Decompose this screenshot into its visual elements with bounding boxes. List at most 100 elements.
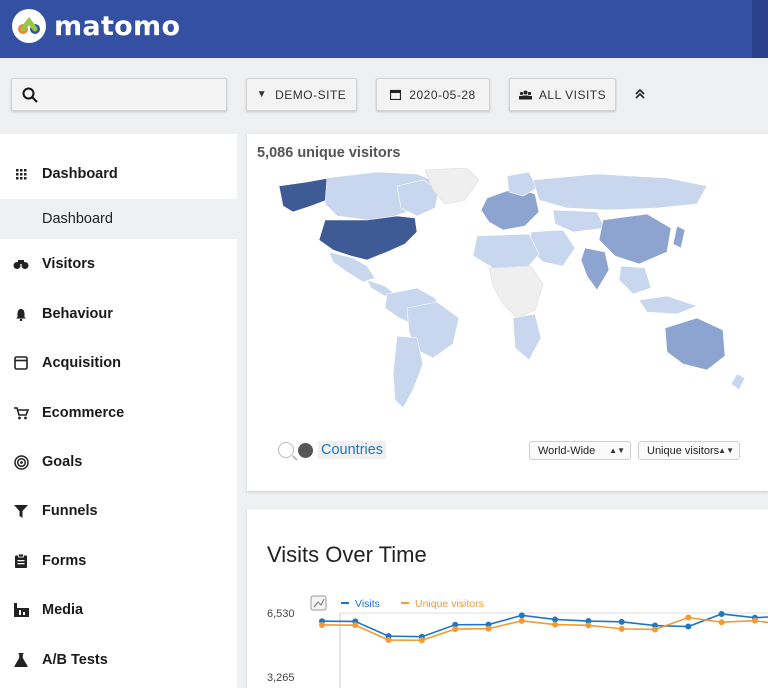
sidebar-item-label: Dashboard bbox=[42, 166, 118, 182]
date-selector-button[interactable]: 2020-05-28 bbox=[376, 78, 490, 111]
y-tick-label: 3,265 bbox=[267, 672, 295, 684]
sidebar-item-ab-tests[interactable]: A/B Tests bbox=[0, 640, 237, 680]
sidebar-item-label: Forms bbox=[42, 553, 87, 569]
data-point bbox=[319, 621, 325, 628]
visits-line-chart[interactable]: Visits Unique visitors 6,530 3,265 bbox=[247, 509, 768, 688]
map-region-indonesia bbox=[638, 295, 698, 315]
data-point bbox=[618, 618, 625, 625]
data-point bbox=[652, 626, 658, 633]
window-icon bbox=[13, 355, 29, 371]
data-point bbox=[418, 637, 425, 644]
sidebar-item-goals[interactable]: Goals bbox=[0, 442, 237, 482]
collapse-chevron-icon[interactable] bbox=[634, 88, 646, 100]
sidebar-item-media[interactable]: Media bbox=[0, 590, 237, 630]
legend-label: Unique visitors bbox=[415, 598, 484, 610]
map-widget-title: 5,086 unique visitors bbox=[257, 145, 401, 161]
sidebar-item-funnels[interactable]: Funnels bbox=[0, 491, 237, 531]
site-selector-label: DEMO-SITE bbox=[275, 87, 347, 102]
sidebar-item-ecommerce[interactable]: Ecommerce bbox=[0, 393, 237, 433]
chart-legend: Visits Unique visitors bbox=[341, 598, 484, 610]
region-select[interactable]: World-Wide ▲▼ bbox=[529, 441, 631, 460]
sidebar-item-label: Visitors bbox=[42, 256, 95, 272]
map-region-scandinavia bbox=[506, 171, 538, 197]
grid-icon bbox=[13, 166, 29, 182]
data-point bbox=[485, 621, 492, 628]
map-region-china bbox=[598, 213, 672, 265]
data-point bbox=[685, 614, 692, 621]
chart-y-ticks: 6,530 3,265 bbox=[267, 608, 295, 684]
select-arrows-icon: ▲▼ bbox=[718, 446, 734, 455]
target-icon bbox=[13, 454, 29, 470]
search-icon bbox=[22, 87, 38, 103]
sidebar-item-label: Behaviour bbox=[42, 306, 113, 322]
map-region-kazakhstan bbox=[552, 209, 606, 233]
map-region-north-africa bbox=[472, 233, 540, 269]
map-controls: Countries bbox=[278, 441, 387, 459]
date-selector-label: 2020-05-28 bbox=[409, 87, 476, 102]
select-arrows-icon: ▲▼ bbox=[609, 446, 625, 455]
calendar-icon bbox=[390, 89, 402, 100]
data-point bbox=[485, 625, 492, 632]
map-region-europe bbox=[480, 187, 540, 231]
y-tick-label: 6,530 bbox=[267, 608, 295, 620]
data-point bbox=[518, 612, 525, 619]
metric-select-value: Unique visitors bbox=[647, 444, 720, 457]
sidebar-item-label: Acquisition bbox=[42, 355, 121, 371]
sidebar-subitem-label: Dashboard bbox=[42, 211, 113, 227]
map-region-canada-east bbox=[396, 179, 440, 217]
data-point bbox=[552, 621, 559, 628]
matomo-logo[interactable]: matomo bbox=[12, 9, 180, 43]
sidebar-item-forms[interactable]: Forms bbox=[0, 541, 237, 581]
world-map[interactable] bbox=[267, 168, 767, 413]
sidebar-item-dashboard[interactable]: Dashboard bbox=[0, 154, 237, 194]
data-point bbox=[385, 637, 392, 644]
metric-select[interactable]: Unique visitors ▲▼ bbox=[638, 441, 740, 460]
visits-over-time-widget: Visits Over Time Visits Unique visitors 6… bbox=[247, 509, 768, 688]
map-region-brazil bbox=[406, 301, 460, 359]
map-region-southeast-asia bbox=[618, 265, 652, 295]
data-point bbox=[618, 625, 625, 632]
sidebar-item-acquisition[interactable]: Acquisition bbox=[0, 343, 237, 383]
media-icon bbox=[13, 602, 29, 618]
data-point bbox=[552, 616, 559, 623]
map-region-greenland bbox=[424, 168, 480, 205]
top-bar: matomo bbox=[0, 0, 768, 58]
site-selector-button[interactable]: ▼ DEMO-SITE bbox=[246, 78, 357, 111]
funnel-icon bbox=[13, 503, 29, 519]
chart-series bbox=[319, 610, 768, 644]
cart-icon bbox=[13, 405, 29, 421]
sidebar-item-behaviour[interactable]: Behaviour bbox=[0, 294, 237, 334]
map-region-new-zealand bbox=[730, 373, 746, 391]
data-point bbox=[585, 618, 592, 625]
map-region-russia bbox=[532, 173, 708, 211]
data-point bbox=[718, 619, 725, 626]
region-select-value: World-Wide bbox=[538, 444, 596, 457]
caret-down-icon: ▼ bbox=[256, 89, 268, 100]
flask-icon bbox=[13, 652, 29, 668]
search-input[interactable] bbox=[11, 78, 227, 111]
chart-type-icon-line bbox=[313, 598, 325, 608]
data-point bbox=[751, 617, 758, 624]
segment-selector-button[interactable]: ALL VISITS bbox=[509, 78, 616, 111]
data-point bbox=[452, 621, 459, 628]
map-region-central-africa bbox=[488, 265, 544, 319]
toolbar: ▼ DEMO-SITE 2020-05-28 ALL VISITS bbox=[0, 58, 768, 132]
sidebar-item-label: Funnels bbox=[42, 503, 98, 519]
sidebar-item-label: Media bbox=[42, 602, 84, 618]
chart-widget-title: Visits Over Time bbox=[267, 542, 427, 567]
sidebar-item-label: Ecommerce bbox=[42, 405, 125, 421]
data-point bbox=[518, 617, 525, 624]
data-point bbox=[685, 623, 692, 630]
countries-link[interactable]: Countries bbox=[318, 441, 387, 459]
bell-icon bbox=[13, 306, 29, 322]
sidebar: Dashboard Dashboard Visitors Behaviour A… bbox=[0, 134, 237, 688]
sidebar-subitem-dashboard[interactable]: Dashboard bbox=[0, 199, 237, 239]
sidebar-item-visitors[interactable]: Visitors bbox=[0, 244, 237, 284]
binoculars-icon bbox=[13, 256, 29, 272]
matomo-logo-icon bbox=[12, 9, 46, 43]
map-region-japan bbox=[672, 225, 686, 249]
map-region-alaska bbox=[278, 177, 330, 213]
sidebar-item-label: A/B Tests bbox=[42, 652, 108, 668]
header-edge bbox=[752, 0, 768, 58]
zoom-out-icon[interactable] bbox=[278, 442, 294, 458]
